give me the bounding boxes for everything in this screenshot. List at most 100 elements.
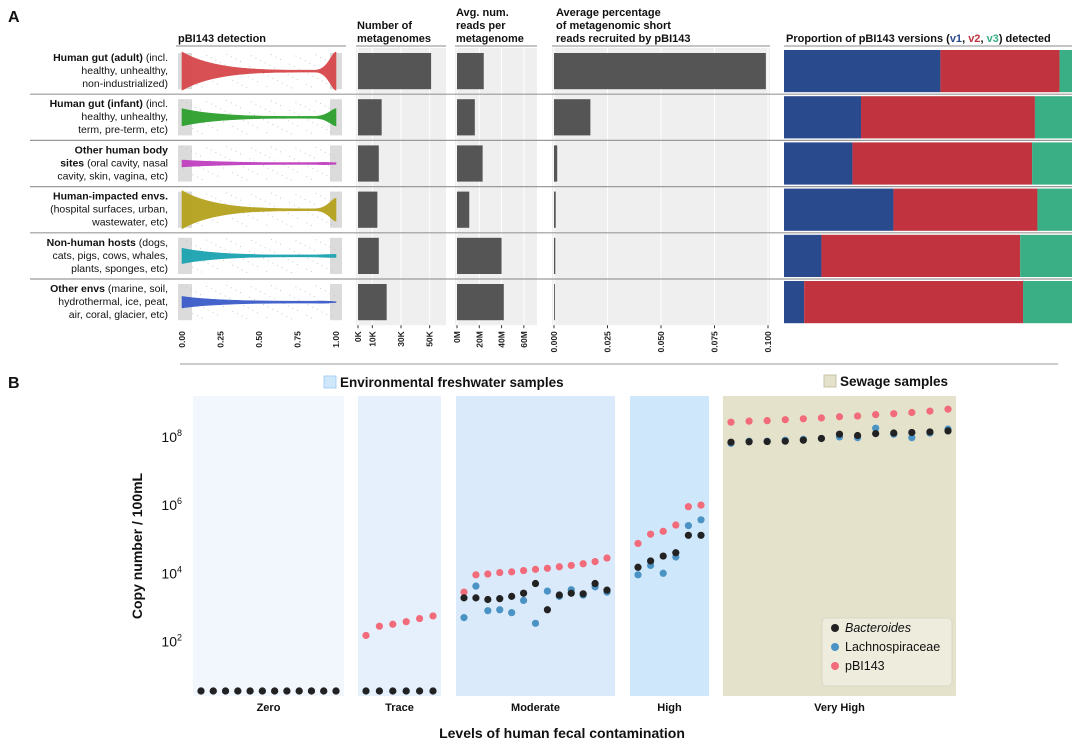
detection-dot xyxy=(232,126,234,128)
detection-dot xyxy=(192,128,194,130)
detection-dot xyxy=(226,100,228,102)
detection-dot xyxy=(269,110,271,112)
title-percent-3: reads recruited by pBI143 xyxy=(556,33,691,45)
detection-dot xyxy=(263,119,265,121)
detection-dot xyxy=(266,316,268,318)
detection-dot xyxy=(249,112,251,114)
detection-dot xyxy=(324,290,326,292)
bacteroides-point xyxy=(320,687,328,695)
detection-dot xyxy=(256,266,258,268)
detection-dot xyxy=(304,198,306,200)
detection-dot xyxy=(256,81,258,83)
detection-dot xyxy=(206,285,208,287)
detection-dot xyxy=(333,248,335,250)
pbi-point xyxy=(519,566,528,575)
detection-dot xyxy=(203,122,205,124)
detection-dot xyxy=(329,107,331,109)
detection-dot xyxy=(201,132,203,134)
detection-dot xyxy=(241,84,243,86)
detection-dot xyxy=(315,285,317,287)
bacteroides-point xyxy=(258,687,266,695)
detection-dot xyxy=(273,159,275,161)
detection-dot xyxy=(240,107,242,109)
detection-dot xyxy=(321,126,323,128)
detection-dot xyxy=(247,261,249,263)
detection-dot xyxy=(260,152,262,154)
proportion-segment-v3 xyxy=(1034,96,1072,139)
detection-dot xyxy=(209,160,211,162)
detection-dot xyxy=(195,245,197,247)
proportion-segment-v1 xyxy=(784,142,853,185)
detection-dot xyxy=(243,120,245,122)
bacteroides-point xyxy=(484,595,492,604)
detection-dot xyxy=(203,307,205,309)
detection-dot xyxy=(306,222,308,224)
detection-dot xyxy=(190,289,192,291)
detection-dot xyxy=(252,125,254,127)
pbi-point xyxy=(926,407,934,415)
tick-label: 0.075 xyxy=(710,331,720,353)
detection-dot xyxy=(312,260,314,262)
detection-dot xyxy=(192,312,194,314)
detection-dot xyxy=(216,129,218,131)
row-label-line-1: Human gut (infant) (incl. xyxy=(50,98,168,110)
detection-dot xyxy=(320,241,322,243)
pbi-point xyxy=(817,414,826,422)
detection-dot xyxy=(206,54,208,56)
detection-dot xyxy=(297,79,298,81)
detection-dot xyxy=(267,121,269,123)
detection-dot xyxy=(201,317,203,319)
detection-dot xyxy=(246,133,248,135)
detection-dot xyxy=(229,297,231,299)
detection-dot xyxy=(287,259,289,261)
detection-dot xyxy=(207,124,209,126)
bacteroides-point xyxy=(591,579,599,588)
detection-dot xyxy=(286,269,288,271)
detection-dot xyxy=(263,72,265,74)
detection-dot xyxy=(287,305,289,307)
proportion-segment-v1 xyxy=(784,96,861,139)
bacteroides-point xyxy=(519,589,528,597)
y-tick-base: 10 xyxy=(161,633,177,649)
pbi-point xyxy=(567,561,575,570)
lachno-point xyxy=(496,606,504,614)
detection-dot xyxy=(235,289,237,291)
detection-dot xyxy=(241,223,243,225)
detection-dot xyxy=(264,154,266,156)
detection-dot xyxy=(273,67,275,69)
bacteroides-point xyxy=(944,427,952,435)
pbi-point xyxy=(591,557,599,566)
detection-dot xyxy=(224,156,226,158)
detection-dot xyxy=(276,264,278,266)
tick-label: 0.75 xyxy=(293,331,303,348)
pbi-point xyxy=(799,415,807,423)
x-category-label: Very High xyxy=(814,702,865,714)
detection-dot xyxy=(250,286,252,288)
detection-dot xyxy=(207,170,209,172)
detection-dot xyxy=(224,203,226,205)
detection-dot xyxy=(286,84,288,86)
detection-dot xyxy=(226,53,228,55)
detection-violin xyxy=(181,247,337,264)
detection-dot xyxy=(321,172,323,174)
bacteroides-point xyxy=(283,687,291,695)
detection-dot xyxy=(289,294,291,296)
bacteroides-point xyxy=(234,687,242,695)
tick-label: 60M xyxy=(519,331,529,348)
detection-dot xyxy=(320,287,322,289)
pbi-point xyxy=(763,417,771,425)
bacteroides-point xyxy=(579,590,587,598)
detection-dot xyxy=(317,124,319,126)
panel-a-letter: A xyxy=(8,9,20,26)
detection-dot xyxy=(329,292,331,294)
detection-dot xyxy=(235,151,237,153)
detection-dot xyxy=(326,221,328,223)
detection-dot xyxy=(206,193,208,195)
detection-dot xyxy=(220,200,221,202)
detection-dot xyxy=(324,244,326,246)
detection-dot xyxy=(266,270,268,272)
pbi-point xyxy=(484,570,492,578)
detection-dot xyxy=(264,62,266,64)
detection-dot xyxy=(300,196,302,198)
legend-label: Lachnospiraceae xyxy=(845,640,940,654)
